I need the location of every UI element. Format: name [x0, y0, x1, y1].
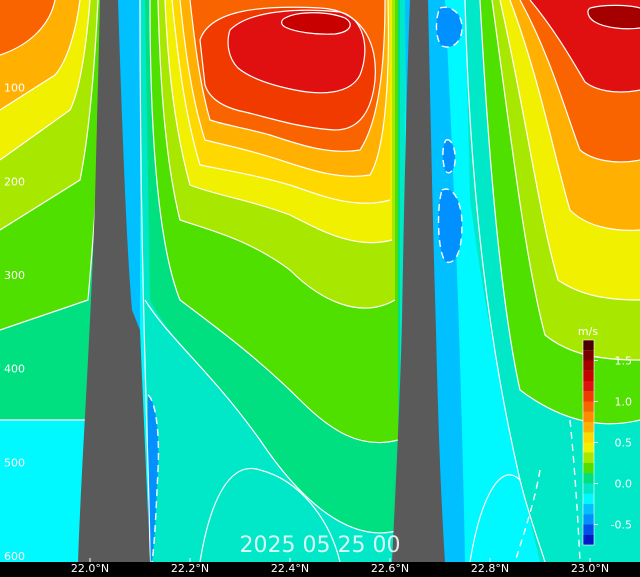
colorbar: 1.5 1.0 0.5 0.0 -0.5 m/s — [578, 325, 633, 546]
negative-contour-line — [569, 419, 581, 562]
contour-line — [587, 4, 640, 30]
colorbar-swatch — [583, 483, 594, 494]
colorbar-units-label: m/s — [578, 325, 598, 338]
colorbar-swatch — [583, 360, 594, 371]
colorbar-swatch — [583, 463, 594, 474]
contour-line — [199, 6, 376, 131]
contour-line — [529, 0, 640, 93]
contour-line — [199, 467, 341, 562]
y-axis: 100 200 300 400 500 600 — [4, 82, 25, 563]
contour-line — [227, 9, 366, 94]
x-tick-label: 22.8°N — [471, 562, 509, 575]
colorbar-swatch — [583, 473, 594, 484]
y-tick-label: 200 — [4, 175, 25, 188]
negative-contour-line — [437, 188, 463, 263]
x-tick-label: 22.0°N — [71, 562, 109, 575]
x-axis: 22.0°N 22.2°N 22.4°N 22.6°N 22.8°N 23.0°N — [71, 558, 609, 575]
colorbar-swatch — [583, 452, 594, 463]
colorbar-swatch — [583, 504, 594, 515]
contour-line — [469, 474, 521, 562]
colorbar-swatch — [583, 514, 594, 525]
ridge-left — [78, 0, 150, 562]
band-left-orange — [0, 0, 55, 55]
colorbar-swatch — [583, 422, 594, 433]
colorbar-swatch — [583, 340, 594, 351]
band-right-core — [587, 5, 640, 29]
contour-line — [149, 0, 399, 444]
colorbar-swatch — [583, 411, 594, 422]
y-tick-label: 500 — [4, 456, 25, 469]
contour-line — [0, 0, 99, 231]
colorbar-swatch — [583, 432, 594, 443]
y-tick-label: 100 — [4, 82, 25, 95]
band-neg-pocket1 — [436, 7, 462, 48]
contour-line — [189, 0, 386, 152]
colorbar-swatch — [583, 493, 594, 504]
colorbar-swatch — [583, 442, 594, 453]
negative-contour-line — [147, 394, 160, 562]
contour-line — [144, 299, 401, 534]
x-tick-label: 22.6°N — [371, 562, 409, 575]
contour-line — [519, 0, 640, 163]
colorbar-swatch — [583, 534, 594, 545]
colorbar-tick-label: 1.5 — [615, 355, 633, 368]
negative-contour-line — [435, 6, 463, 48]
colorbar-swatch — [583, 381, 594, 392]
colorbar-swatch — [583, 370, 594, 381]
colorbar-tick-label: 0.5 — [615, 437, 633, 450]
colorbar-swatch — [583, 350, 594, 361]
negative-contour-line — [442, 139, 456, 174]
topography — [78, 0, 445, 562]
contour-line — [0, 0, 81, 111]
contour-line — [0, 0, 91, 161]
timestamp-label: 2025 05 25 00 — [240, 533, 401, 558]
contour-line — [464, 0, 546, 562]
y-tick-label: 400 — [4, 363, 25, 376]
contour-line — [171, 0, 391, 204]
x-tick-label: 23.0°N — [571, 562, 609, 575]
contour-line — [139, 0, 151, 562]
contour-line — [179, 0, 390, 177]
ridge-right — [392, 0, 445, 562]
x-tick-label: 22.4°N — [271, 562, 309, 575]
colorbar-tick-label: -0.5 — [611, 519, 632, 532]
contour-line — [509, 0, 640, 231]
colorbar-tick-label: 1.0 — [615, 396, 633, 409]
band-neg-left — [148, 395, 159, 562]
contour-line — [0, 0, 56, 56]
band-center-core — [281, 12, 351, 35]
contour-line — [499, 0, 640, 301]
contour-line — [164, 0, 393, 244]
band-neg-pocket3 — [442, 139, 456, 173]
negative-contour-line — [514, 469, 541, 562]
band-neg-pocket2 — [438, 189, 462, 263]
y-tick-label: 600 — [4, 550, 25, 563]
colorbar-tick-label: 0.0 — [615, 478, 633, 491]
colorbar-swatch — [583, 524, 594, 535]
x-tick-label: 22.2°N — [171, 562, 209, 575]
contour-line — [157, 0, 396, 309]
contour-line — [281, 12, 351, 35]
y-tick-label: 300 — [4, 269, 25, 282]
colorbar-swatch — [583, 401, 594, 412]
colorbar-swatch — [583, 391, 594, 402]
